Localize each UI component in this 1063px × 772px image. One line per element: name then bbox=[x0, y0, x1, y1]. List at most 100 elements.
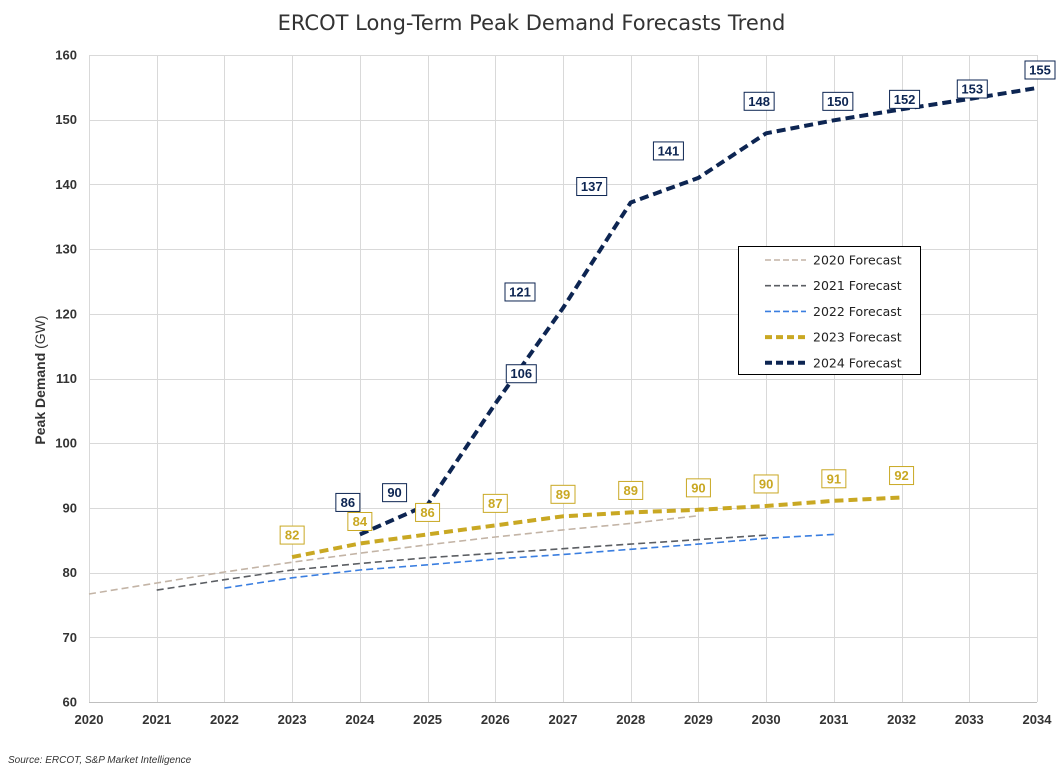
data-point-2024 bbox=[359, 534, 360, 535]
data-point-2022 bbox=[698, 544, 699, 545]
data-point-2024 bbox=[1036, 87, 1037, 88]
data-point-2021 bbox=[224, 579, 225, 580]
data-label-box-2024 bbox=[1024, 60, 1056, 80]
y-tick-label: 70 bbox=[63, 630, 77, 645]
chart-title: ERCOT Long-Term Peak Demand Forecasts Tr… bbox=[277, 11, 786, 35]
data-label-box-2023 bbox=[618, 480, 644, 500]
data-label-box-2024 bbox=[743, 91, 775, 111]
legend-label: 2020 Forecast bbox=[813, 253, 902, 268]
data-point-2022 bbox=[833, 534, 834, 535]
legend-label: 2021 Forecast bbox=[813, 278, 902, 293]
x-tick-label: 2031 bbox=[819, 712, 848, 727]
data-label-box-2023 bbox=[685, 478, 711, 498]
y-tick-label: 150 bbox=[55, 112, 77, 127]
data-label-2023: 87 bbox=[488, 496, 502, 511]
data-point-2023 bbox=[427, 534, 428, 535]
x-tick-label: 2025 bbox=[413, 712, 442, 727]
x-tick-label: 2024 bbox=[345, 712, 375, 727]
data-point-2024 bbox=[901, 109, 902, 110]
data-point-2020 bbox=[224, 571, 225, 572]
data-label-2024: 121 bbox=[509, 284, 531, 299]
data-label-2024: 106 bbox=[510, 366, 532, 381]
data-label-box-2023 bbox=[753, 474, 779, 494]
data-label-2023: 89 bbox=[556, 487, 570, 502]
series-line-2022 bbox=[224, 533, 834, 589]
data-label-box-2023 bbox=[279, 525, 305, 545]
data-label-2024: 148 bbox=[748, 94, 770, 109]
data-point-2020 bbox=[292, 562, 293, 563]
data-point-2020 bbox=[88, 593, 89, 594]
series-line-2020 bbox=[88, 514, 699, 595]
data-label-2024: 137 bbox=[581, 179, 603, 194]
source-note: Source: ERCOT, S&P Market Intelligence bbox=[8, 755, 192, 766]
y-axis-label-unit: (GW) bbox=[32, 315, 48, 352]
data-label-box-2023 bbox=[347, 511, 373, 531]
data-label-box-2024 bbox=[504, 282, 536, 302]
data-point-2020 bbox=[427, 544, 428, 545]
data-point-2023 bbox=[562, 516, 563, 517]
data-point-2020 bbox=[156, 582, 157, 583]
data-label-2023: 82 bbox=[285, 528, 299, 543]
data-point-2020 bbox=[562, 529, 563, 530]
data-label-box-2024 bbox=[382, 483, 408, 503]
data-point-2022 bbox=[630, 549, 631, 550]
data-label-box-2024 bbox=[576, 177, 608, 197]
series-line-2021 bbox=[156, 534, 767, 591]
x-tick-label: 2020 bbox=[75, 712, 104, 727]
data-point-2023 bbox=[766, 505, 767, 506]
x-tick-label: 2022 bbox=[210, 712, 239, 727]
data-label-box-2023 bbox=[821, 469, 847, 489]
data-point-2023 bbox=[901, 497, 902, 498]
axes: 60 70 80 90 100 110 120 130 140 150 160 2020 2021 202… bbox=[55, 48, 1052, 728]
data-point-2021 bbox=[292, 569, 293, 570]
data-point-2020 bbox=[698, 515, 699, 516]
y-axis-label-main: Peak Demand bbox=[32, 353, 48, 445]
data-label-box-2024 bbox=[956, 79, 988, 99]
y-tick-label: 120 bbox=[55, 306, 77, 321]
x-tick-label: 2029 bbox=[684, 712, 713, 727]
y-tick-label: 60 bbox=[63, 695, 77, 710]
legend: 2020 Forecast 2021 Forecast 2022 Forecast 2… bbox=[738, 246, 921, 375]
legend-label: 2022 Forecast bbox=[813, 304, 902, 319]
data-label-box-2023 bbox=[415, 502, 441, 522]
data-label-2024: 152 bbox=[894, 92, 916, 107]
data-point-2023 bbox=[630, 512, 631, 513]
series-line-2023 bbox=[291, 495, 902, 560]
y-tick-label: 100 bbox=[55, 436, 77, 451]
data-point-2022 bbox=[292, 577, 293, 578]
data-point-2022 bbox=[562, 554, 563, 555]
data-point-2024 bbox=[766, 133, 767, 134]
data-label-box-2024 bbox=[822, 91, 854, 111]
legend-label: 2024 Forecast bbox=[813, 355, 902, 370]
data-label-box-2023 bbox=[889, 466, 915, 486]
grid bbox=[89, 55, 1038, 703]
data-point-2021 bbox=[766, 534, 767, 535]
y-tick-label: 160 bbox=[55, 48, 77, 63]
data-point-2021 bbox=[630, 544, 631, 545]
data-point-2022 bbox=[495, 558, 496, 559]
data-label-2024: 153 bbox=[961, 81, 983, 96]
data-point-2021 bbox=[359, 563, 360, 564]
y-tick-label: 90 bbox=[63, 500, 77, 515]
x-tick-label: 2028 bbox=[616, 712, 645, 727]
data-point-2021 bbox=[495, 553, 496, 554]
y-tick-label: 140 bbox=[55, 177, 77, 192]
y-axis-label: Peak Demand (GW) bbox=[32, 315, 48, 444]
x-tick-label: 2023 bbox=[278, 712, 307, 727]
data-label-2023: 90 bbox=[759, 476, 773, 491]
x-tick-label: 2021 bbox=[142, 712, 171, 727]
data-labels: 82 84 86 87 89 89 90 90 91 92 86 90 106 121 137 141 148 1… bbox=[279, 60, 1056, 545]
data-label-2024: 141 bbox=[658, 143, 680, 158]
data-label-box-2024 bbox=[505, 364, 537, 384]
data-label-box-2023 bbox=[482, 493, 508, 513]
data-point-2024 bbox=[833, 120, 834, 121]
legend-box bbox=[738, 246, 921, 375]
data-point-2024 bbox=[562, 307, 563, 308]
x-tick-label: 2032 bbox=[887, 712, 916, 727]
data-point-2021 bbox=[698, 539, 699, 540]
x-tick-label: 2033 bbox=[955, 712, 984, 727]
data-label-2023: 89 bbox=[623, 483, 637, 498]
data-label-2023: 92 bbox=[894, 468, 908, 483]
series-lines bbox=[88, 86, 1038, 595]
data-label-2024: 90 bbox=[387, 485, 401, 500]
